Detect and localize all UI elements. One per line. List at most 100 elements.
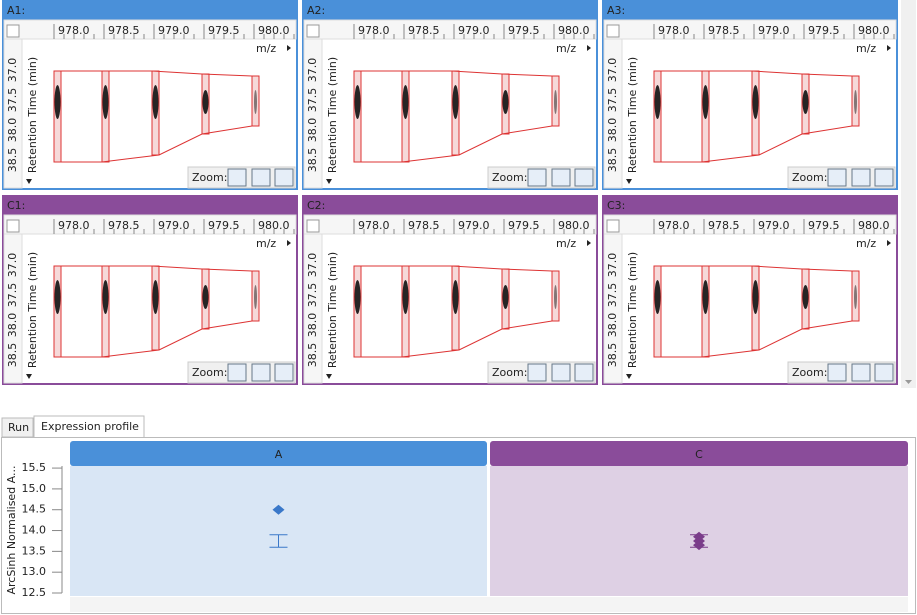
x-tick-label: 979.5 bbox=[508, 219, 540, 232]
zoom-button[interactable] bbox=[551, 168, 571, 187]
zoom-button[interactable] bbox=[827, 363, 847, 382]
axis-arrow bbox=[287, 240, 291, 246]
corner-checkbox[interactable] bbox=[6, 219, 20, 233]
zoom-button[interactable] bbox=[527, 168, 547, 187]
group-label: C bbox=[695, 448, 703, 461]
x-axis-label: m/z bbox=[856, 42, 876, 55]
corner-checkbox[interactable] bbox=[606, 219, 620, 233]
axis-arrow bbox=[326, 179, 332, 184]
zoom-button[interactable] bbox=[551, 363, 571, 382]
left-ruler bbox=[603, 38, 623, 189]
top-ruler bbox=[3, 19, 297, 40]
zoom-button[interactable] bbox=[874, 168, 894, 187]
corner-checkbox[interactable] bbox=[306, 219, 320, 233]
y-tick-label: 37.0 bbox=[6, 253, 19, 278]
top-ruler bbox=[303, 19, 597, 40]
tab-label[interactable]: Expression profile bbox=[41, 420, 139, 433]
trace-outline bbox=[61, 265, 253, 358]
corner-checkbox[interactable] bbox=[306, 24, 320, 38]
signal-blob bbox=[854, 90, 857, 114]
y-tick-label: 37.5 bbox=[6, 88, 19, 113]
zoom-button[interactable] bbox=[251, 363, 271, 382]
y-tick-label: 37.0 bbox=[6, 58, 19, 83]
zoom-button[interactable] bbox=[574, 168, 594, 187]
axis-arrow bbox=[887, 240, 891, 246]
top-ruler bbox=[3, 214, 297, 235]
x-tick-label: 980.0 bbox=[558, 219, 590, 232]
y-tick-label: 15.0 bbox=[22, 482, 47, 495]
y-tick-label: 38.0 bbox=[6, 313, 19, 338]
left-ruler bbox=[603, 233, 623, 384]
zoom-button[interactable] bbox=[851, 363, 871, 382]
group-header bbox=[490, 441, 908, 466]
x-tick-label: 978.5 bbox=[108, 24, 140, 37]
y-tick-label: 14.5 bbox=[22, 503, 47, 516]
x-tick-label: 979.0 bbox=[158, 24, 190, 37]
scrollbar[interactable] bbox=[901, 0, 916, 388]
error-bar bbox=[269, 534, 288, 548]
panel-label: A1: bbox=[7, 4, 25, 17]
y-tick-label: 14.0 bbox=[22, 524, 47, 537]
zoom-label: Zoom: bbox=[792, 366, 827, 379]
trace-outline bbox=[661, 70, 853, 163]
y-tick-label: 37.5 bbox=[606, 283, 619, 308]
signal-blob bbox=[354, 85, 361, 119]
zoom-button[interactable] bbox=[527, 363, 547, 382]
zoom-button[interactable] bbox=[851, 168, 871, 187]
zoom-button[interactable] bbox=[827, 168, 847, 187]
signal-blob bbox=[152, 85, 159, 119]
left-ruler bbox=[3, 233, 23, 384]
x-tick-label: 980.0 bbox=[858, 219, 890, 232]
axis-arrow bbox=[587, 45, 591, 51]
y-tick-label: 38.5 bbox=[306, 148, 319, 173]
trace-outline bbox=[361, 70, 553, 163]
y-tick-label: 38.5 bbox=[6, 148, 19, 173]
zoom-label: Zoom: bbox=[492, 171, 527, 184]
zoom-label: Zoom: bbox=[192, 171, 227, 184]
signal-blob bbox=[54, 85, 61, 119]
y-tick-label: 15.5 bbox=[22, 461, 47, 474]
corner-checkbox[interactable] bbox=[6, 24, 20, 38]
tab-label[interactable]: Run bbox=[8, 421, 29, 434]
zoom-button[interactable] bbox=[274, 363, 294, 382]
y-tick-label: 38.0 bbox=[6, 118, 19, 143]
signal-blob bbox=[102, 280, 109, 314]
trace-outline bbox=[661, 265, 853, 358]
signal-blob bbox=[854, 285, 857, 309]
y-axis-label: Retention Time (min) bbox=[626, 252, 639, 368]
data-point bbox=[693, 540, 705, 551]
signal-blob bbox=[802, 285, 809, 309]
x-tick-label: 978.5 bbox=[408, 24, 440, 37]
signal-blob bbox=[254, 285, 257, 309]
corner-checkbox[interactable] bbox=[606, 24, 620, 38]
x-tick-label: 978.5 bbox=[408, 219, 440, 232]
y-tick-label: 38.5 bbox=[606, 148, 619, 173]
h-scrollbar[interactable] bbox=[70, 597, 908, 612]
zoom-button[interactable] bbox=[274, 168, 294, 187]
signal-blob bbox=[702, 280, 709, 314]
group-label: A bbox=[275, 448, 283, 461]
signal-blob bbox=[152, 280, 159, 314]
y-tick-label: 13.5 bbox=[22, 544, 47, 557]
scroll-arrow[interactable] bbox=[905, 380, 912, 384]
signal-blob bbox=[654, 280, 661, 314]
panel-label: A2: bbox=[307, 4, 325, 17]
zoom-button[interactable] bbox=[874, 363, 894, 382]
zoom-button[interactable] bbox=[227, 168, 247, 187]
zoom-button[interactable] bbox=[251, 168, 271, 187]
panel-header bbox=[302, 0, 598, 20]
x-tick-label: 979.0 bbox=[158, 219, 190, 232]
panel-header bbox=[602, 195, 898, 215]
x-axis-label: m/z bbox=[556, 237, 576, 250]
zoom-button[interactable] bbox=[227, 363, 247, 382]
zoom-button[interactable] bbox=[574, 363, 594, 382]
signal-blob bbox=[254, 90, 257, 114]
panel-header bbox=[602, 0, 898, 20]
x-tick-label: 979.0 bbox=[758, 24, 790, 37]
group-header bbox=[70, 441, 487, 466]
x-tick-label: 979.0 bbox=[758, 219, 790, 232]
data-point bbox=[272, 504, 285, 515]
left-ruler bbox=[303, 38, 323, 189]
x-tick-label: 979.5 bbox=[208, 219, 240, 232]
signal-blob bbox=[354, 280, 361, 314]
